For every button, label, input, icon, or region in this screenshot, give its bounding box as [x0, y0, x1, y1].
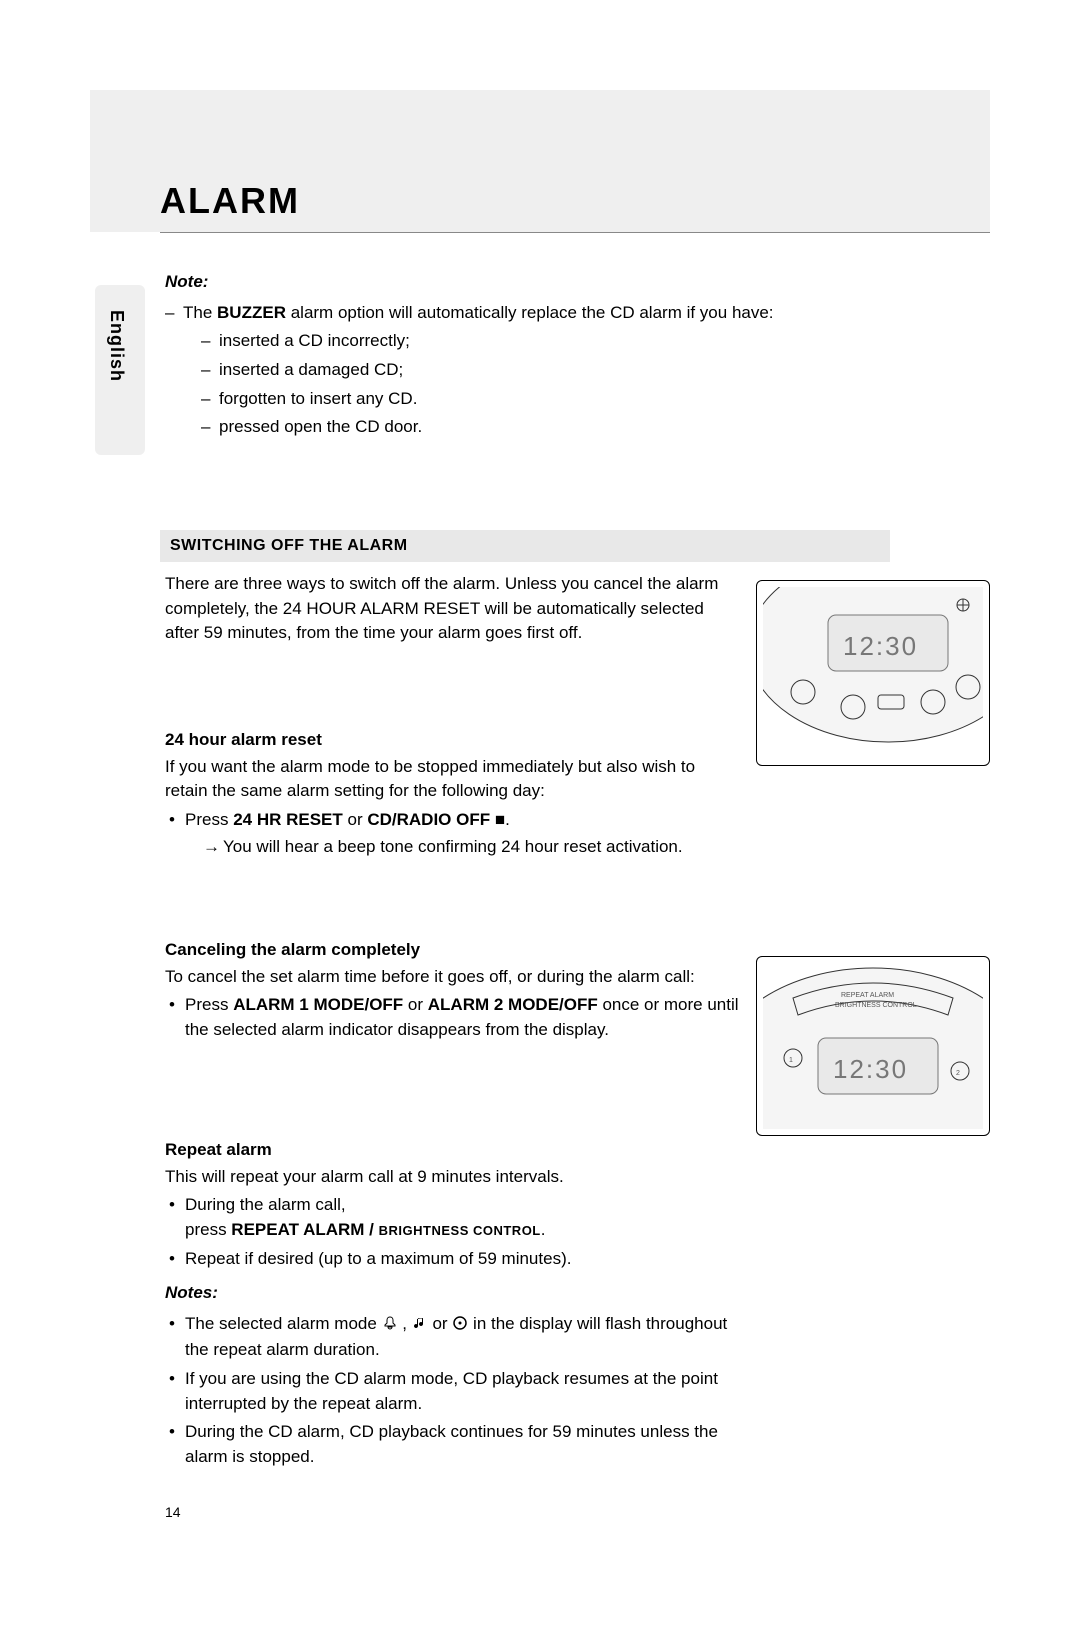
music-note-icon — [412, 1314, 428, 1339]
text: The selected alarm mode — [185, 1314, 382, 1333]
bullet-item: Press ALARM 1 MODE/OFF or ALARM 2 MODE/O… — [165, 993, 740, 1042]
device-illustration-1: 12:30 — [756, 580, 990, 766]
manual-page: ALARM English Note: The BUZZER alarm opt… — [0, 0, 1080, 1628]
note-heading: Note: — [165, 270, 885, 295]
note-item: pressed open the CD door. — [201, 415, 885, 440]
sub-heading: Canceling the alarm completely — [165, 938, 740, 963]
page-title: ALARM — [160, 180, 300, 222]
sub-24hr: 24 hour alarm reset If you want the alar… — [165, 710, 740, 863]
svg-text:2: 2 — [956, 1070, 960, 1077]
note-item: If you are using the CD alarm mode, CD p… — [165, 1367, 740, 1416]
note-lead: The BUZZER alarm option will automatical… — [165, 301, 885, 440]
sub-repeat: Repeat alarm This will repeat your alarm… — [165, 1120, 740, 1474]
note-item: inserted a damaged CD; — [201, 358, 885, 383]
device-illustration-2: REPEAT ALARM BRIGHTNESS CONTROL 12:30 1 … — [756, 956, 990, 1136]
page-number: 14 — [165, 1504, 181, 1520]
bell-icon — [382, 1314, 398, 1339]
text: press — [185, 1220, 231, 1239]
sub-text: To cancel the set alarm time before it g… — [165, 965, 740, 990]
text-bold: ALARM 2 MODE/OFF — [428, 995, 598, 1014]
text-bold: ALARM 1 MODE/OFF — [233, 995, 403, 1014]
sub-heading: 24 hour alarm reset — [165, 728, 740, 753]
text: alarm option will automatically replace … — [286, 303, 774, 322]
note-item: During the CD alarm, CD playback continu… — [165, 1420, 740, 1469]
text: or — [403, 995, 428, 1014]
text: or — [343, 810, 368, 829]
device-svg: 12:30 — [763, 587, 983, 759]
label-bc: BRIGHTNESS CONTROL — [835, 1002, 917, 1009]
text: , — [402, 1314, 411, 1333]
bullet-item: Press 24 HR RESET or CD/RADIO OFF ■. You… — [165, 808, 740, 859]
sub-text: This will repeat your alarm call at 9 mi… — [165, 1165, 740, 1190]
text: or — [432, 1314, 452, 1333]
note-item: The selected alarm mode , or in the disp… — [165, 1312, 740, 1363]
label-repeat: REPEAT ALARM — [841, 992, 894, 999]
text: . — [505, 810, 510, 829]
lcd-digits: 12:30 — [843, 631, 918, 661]
text: Press — [185, 995, 233, 1014]
note-block: Note: The BUZZER alarm option will autom… — [165, 270, 885, 444]
arrow-sub: You will hear a beep tone confirming 24 … — [185, 835, 740, 860]
bullet-item: During the alarm call, press REPEAT ALAR… — [165, 1193, 740, 1242]
sub-text: If you want the alarm mode to be stopped… — [165, 755, 740, 804]
note-item: forgotten to insert any CD. — [201, 387, 885, 412]
section-intro: There are three ways to switch off the a… — [165, 572, 740, 646]
text: Press — [185, 810, 233, 829]
section-heading: SWITCHING OFF THE ALARM — [160, 530, 890, 562]
sub-cancel: Canceling the alarm completely To cancel… — [165, 920, 740, 1047]
svg-text:1: 1 — [789, 1057, 793, 1064]
text-bold: BUZZER — [217, 303, 286, 322]
text-smallcaps: BRIGHTNESS CONTROL — [379, 1223, 541, 1238]
text-bold: CD/RADIO OFF ■ — [367, 810, 505, 829]
bullet-item: Repeat if desired (up to a maximum of 59… — [165, 1247, 740, 1272]
text: . — [541, 1220, 546, 1239]
language-tab-label: English — [106, 310, 127, 382]
note-item: inserted a CD incorrectly; — [201, 329, 885, 354]
text-bold: 24 HR RESET — [233, 810, 343, 829]
device-svg: REPEAT ALARM BRIGHTNESS CONTROL 12:30 1 … — [763, 963, 983, 1129]
text-bold: REPEAT ALARM / — [231, 1220, 378, 1239]
text: During the alarm call, — [185, 1195, 346, 1214]
text: The — [183, 303, 217, 322]
lcd-digits: 12:30 — [833, 1054, 908, 1084]
title-rule — [160, 232, 990, 233]
notes-heading: Notes: — [165, 1281, 740, 1306]
disc-icon — [452, 1314, 468, 1339]
sub-heading: Repeat alarm — [165, 1138, 740, 1163]
